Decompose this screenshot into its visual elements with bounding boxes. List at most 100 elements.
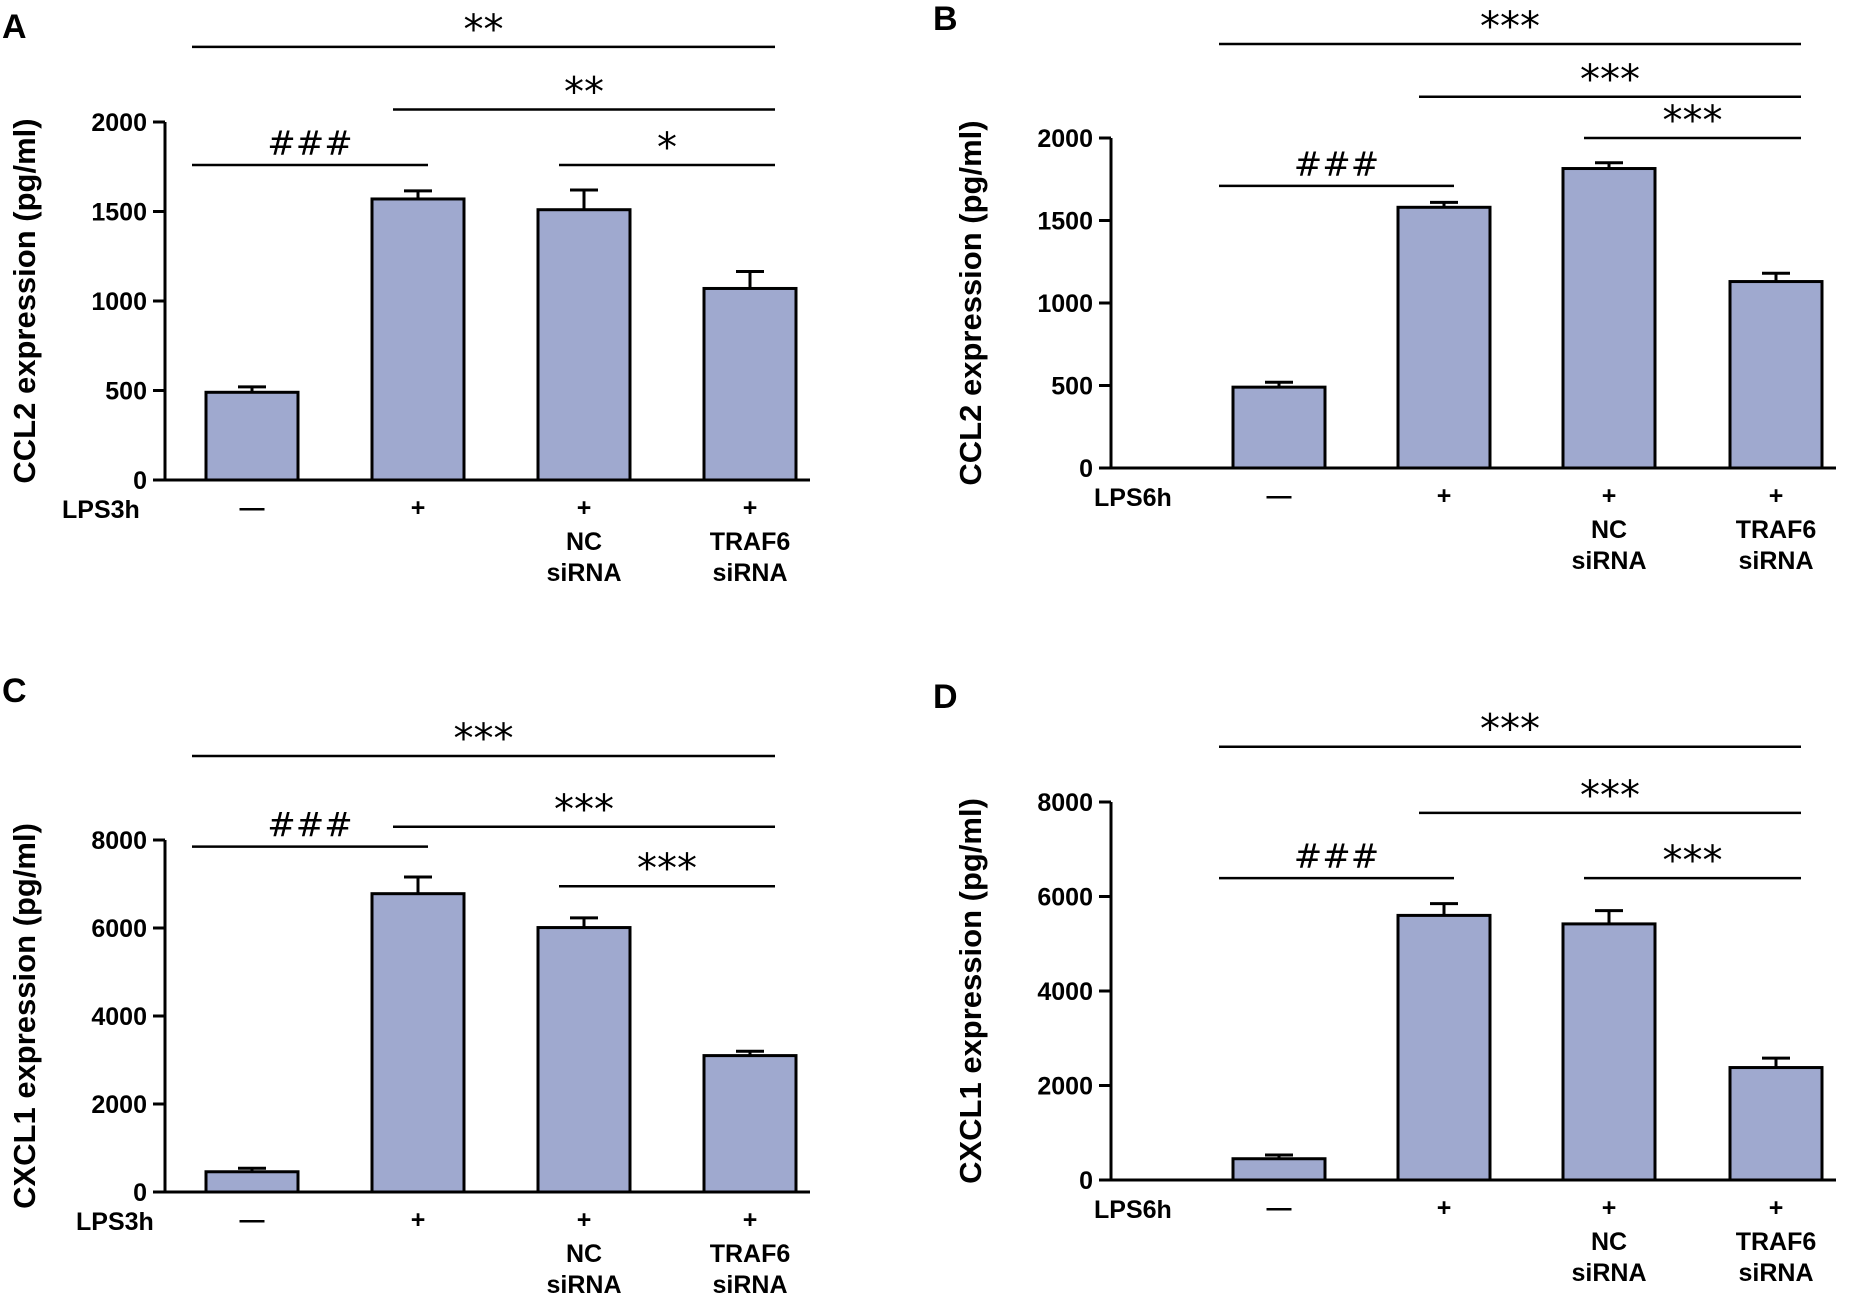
category-sublabel-2-1: siRNA xyxy=(546,1271,621,1296)
panel-b-chart: B CCL2 expression (pg/ml) 0 500 1000 1500 2000… xyxy=(933,0,1836,575)
category-sublabel-2-1: siRNA xyxy=(546,559,621,587)
significance-label-1: ** xyxy=(564,69,604,115)
panel-letter-d: D xyxy=(933,678,958,716)
category-sublabel-2-0: NC xyxy=(566,528,602,556)
bar-1 xyxy=(370,892,466,1194)
category-label-0: — xyxy=(1267,1194,1292,1222)
category-sublabel-2-0: NC xyxy=(566,1240,602,1268)
error-bar-2 xyxy=(1595,909,1623,924)
bar-3 xyxy=(702,1054,798,1194)
category-label-1: + xyxy=(1437,482,1452,510)
category-sublabel-2-1: siRNA xyxy=(1571,1259,1646,1287)
category-label-3: + xyxy=(1769,1194,1784,1222)
significance-label-2: *** xyxy=(1663,838,1723,884)
y-axis-label: CXCL1 expression (pg/ml) xyxy=(7,823,42,1209)
error-bar-0 xyxy=(1265,380,1293,388)
y-tick-label-2: 4000 xyxy=(91,1003,147,1031)
category-label-1: + xyxy=(411,494,426,522)
category-label-2: + xyxy=(577,494,592,522)
error-bar-1 xyxy=(404,875,432,894)
significance-label-1: *** xyxy=(554,787,614,833)
significance-label-0: ** xyxy=(464,7,504,53)
error-bar-0 xyxy=(238,1166,266,1172)
category-sublabel-3-1: siRNA xyxy=(712,1271,787,1296)
category-sublabel-2-0: NC xyxy=(1591,516,1627,544)
y-tick-label-1: 2000 xyxy=(1037,1073,1093,1101)
y-tick-label-4: 8000 xyxy=(1037,789,1093,817)
treatment-label: LPS6h xyxy=(1094,1196,1172,1224)
category-label-0: — xyxy=(240,1206,265,1234)
y-tick-label-4: 8000 xyxy=(91,827,147,855)
category-label-1: + xyxy=(411,1206,426,1234)
significance-label-3: ### xyxy=(267,806,352,846)
error-bar-0 xyxy=(1265,1153,1293,1159)
y-tick-label-2: 4000 xyxy=(1037,978,1093,1006)
significance-label-1: *** xyxy=(1580,773,1640,819)
category-label-2: + xyxy=(1602,482,1617,510)
category-label-2: + xyxy=(1602,1194,1617,1222)
significance-label-3: ### xyxy=(267,124,352,164)
y-tick-label-0: 0 xyxy=(133,1179,147,1207)
error-bar-3 xyxy=(736,1049,764,1056)
y-tick-label-3: 1500 xyxy=(1037,208,1093,236)
category-label-0: — xyxy=(240,494,265,522)
significance-label-3: ### xyxy=(1294,837,1379,877)
significance-label-2: *** xyxy=(1663,98,1723,144)
error-bar-1 xyxy=(1430,902,1458,916)
category-sublabel-3-1: siRNA xyxy=(712,559,787,587)
category-label-3: + xyxy=(743,1206,758,1234)
error-bar-3 xyxy=(1762,1056,1790,1068)
bar-1 xyxy=(370,197,466,482)
y-tick-label-3: 6000 xyxy=(1037,884,1093,912)
panel-a-chart: A CCL2 expression (pg/ml) 0 500 1000 1500 2000… xyxy=(2,7,810,587)
panel-letter-c: C xyxy=(2,672,27,710)
bar-2 xyxy=(536,926,632,1194)
y-axis-label: CCL2 expression (pg/ml) xyxy=(7,118,42,483)
y-tick-label-3: 1500 xyxy=(91,199,147,227)
significance-label-1: *** xyxy=(1580,57,1640,103)
y-tick-label-2: 1000 xyxy=(91,288,147,316)
y-tick-label-2: 1000 xyxy=(1037,290,1093,318)
bar-0 xyxy=(204,390,300,482)
error-bar-1 xyxy=(404,189,432,199)
bar-1 xyxy=(1396,205,1492,470)
y-tick-label-3: 6000 xyxy=(91,915,147,943)
error-bar-0 xyxy=(238,385,266,393)
bar-1 xyxy=(1396,913,1492,1182)
bar-0 xyxy=(1231,1157,1327,1182)
category-label-0: — xyxy=(1267,482,1292,510)
panel-letter-a: A xyxy=(2,8,27,46)
significance-label-3: ### xyxy=(1294,145,1379,185)
error-bar-2 xyxy=(570,188,598,210)
error-bar-1 xyxy=(1430,200,1458,208)
treatment-label: LPS6h xyxy=(1094,484,1172,512)
significance-label-0: *** xyxy=(1480,707,1540,753)
panel-c-chart: C CXCL1 expression (pg/ml) 0 2000 4000 6000 80… xyxy=(2,672,810,1296)
treatment-label: LPS3h xyxy=(76,1208,154,1236)
treatment-label: LPS3h xyxy=(62,496,140,524)
y-tick-label-4: 2000 xyxy=(1037,125,1093,153)
significance-label-2: *** xyxy=(637,846,697,892)
category-sublabel-3-0: TRAF6 xyxy=(710,1240,791,1268)
bar-0 xyxy=(204,1170,300,1194)
y-axis-label: CCL2 expression (pg/ml) xyxy=(953,120,988,485)
bar-3 xyxy=(1728,280,1824,470)
error-bar-2 xyxy=(1595,161,1623,169)
y-axis-label: CXCL1 expression (pg/ml) xyxy=(953,798,988,1184)
y-tick-label-0: 0 xyxy=(133,467,147,495)
bar-3 xyxy=(1728,1066,1824,1182)
category-label-3: + xyxy=(743,494,758,522)
category-sublabel-3-0: TRAF6 xyxy=(710,528,791,556)
y-tick-label-0: 0 xyxy=(1079,455,1093,483)
significance-label-0: *** xyxy=(1480,4,1540,50)
bar-2 xyxy=(1561,922,1657,1182)
y-tick-label-4: 2000 xyxy=(91,109,147,137)
category-sublabel-2-1: siRNA xyxy=(1571,547,1646,575)
bar-2 xyxy=(1561,167,1657,470)
category-sublabel-2-0: NC xyxy=(1591,1228,1627,1256)
bar-3 xyxy=(702,286,798,482)
y-tick-label-1: 500 xyxy=(105,378,147,406)
panel-letter-b: B xyxy=(933,0,958,38)
category-label-1: + xyxy=(1437,1194,1452,1222)
